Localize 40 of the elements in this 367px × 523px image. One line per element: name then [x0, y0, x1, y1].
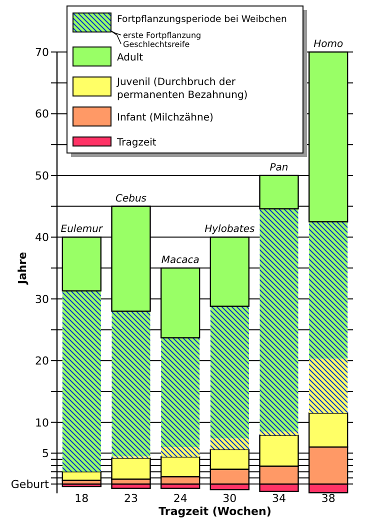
x-tick-label: 18	[74, 492, 89, 505]
y-tick-label: 20	[35, 354, 49, 368]
y-tick-label: 60	[35, 108, 49, 121]
annotation: Pan	[270, 162, 288, 174]
x-tick-label: 38	[321, 492, 336, 505]
y-tick-label: 50	[35, 169, 49, 182]
legend-label: Adult	[117, 52, 144, 64]
y-tick-label: 5	[42, 447, 49, 460]
bar	[309, 222, 348, 359]
x-tick-label: 23	[124, 492, 138, 505]
annotation: Hylobates	[204, 224, 255, 236]
x-tick-label: 24	[173, 492, 188, 505]
y-tick-label: 70	[35, 46, 49, 59]
annotation: Cebus	[115, 193, 147, 204]
bar	[161, 338, 200, 448]
legend-label: Fortpflanzungsperiode bei Weibchen	[117, 14, 287, 25]
annotation: Eulemur	[60, 224, 104, 236]
bar	[309, 358, 348, 414]
bar	[210, 438, 249, 450]
bar	[260, 208, 298, 432]
text: erste Fortpflanzung	[123, 31, 202, 40]
x-tick-label: 34	[272, 492, 286, 505]
legend-label: Juvenil (Durchbruch der permanenten Bezahnung)	[116, 77, 248, 101]
bar	[62, 290, 101, 472]
x-tick-label: 30	[222, 492, 237, 505]
bar	[112, 311, 150, 456]
legend-label: Tragzeit	[116, 138, 156, 148]
x-axis-title: Tragzeit (Wochen)	[158, 505, 272, 518]
bar	[161, 447, 200, 457]
y-tick-label: 40	[35, 231, 49, 244]
text: Geschlechtsreife	[123, 40, 190, 49]
y-axis-title: Jahre	[16, 252, 29, 286]
bar	[260, 432, 298, 436]
y-tick-label: 30	[35, 292, 49, 306]
y-tick-label: 10	[35, 416, 49, 430]
legend-label: Infant (Milchzähne)	[117, 112, 214, 124]
annotation: Homo	[314, 39, 344, 50]
y-tick-label: Geburt	[10, 478, 50, 492]
annotation: Macaca	[161, 255, 200, 266]
bar	[210, 306, 249, 438]
